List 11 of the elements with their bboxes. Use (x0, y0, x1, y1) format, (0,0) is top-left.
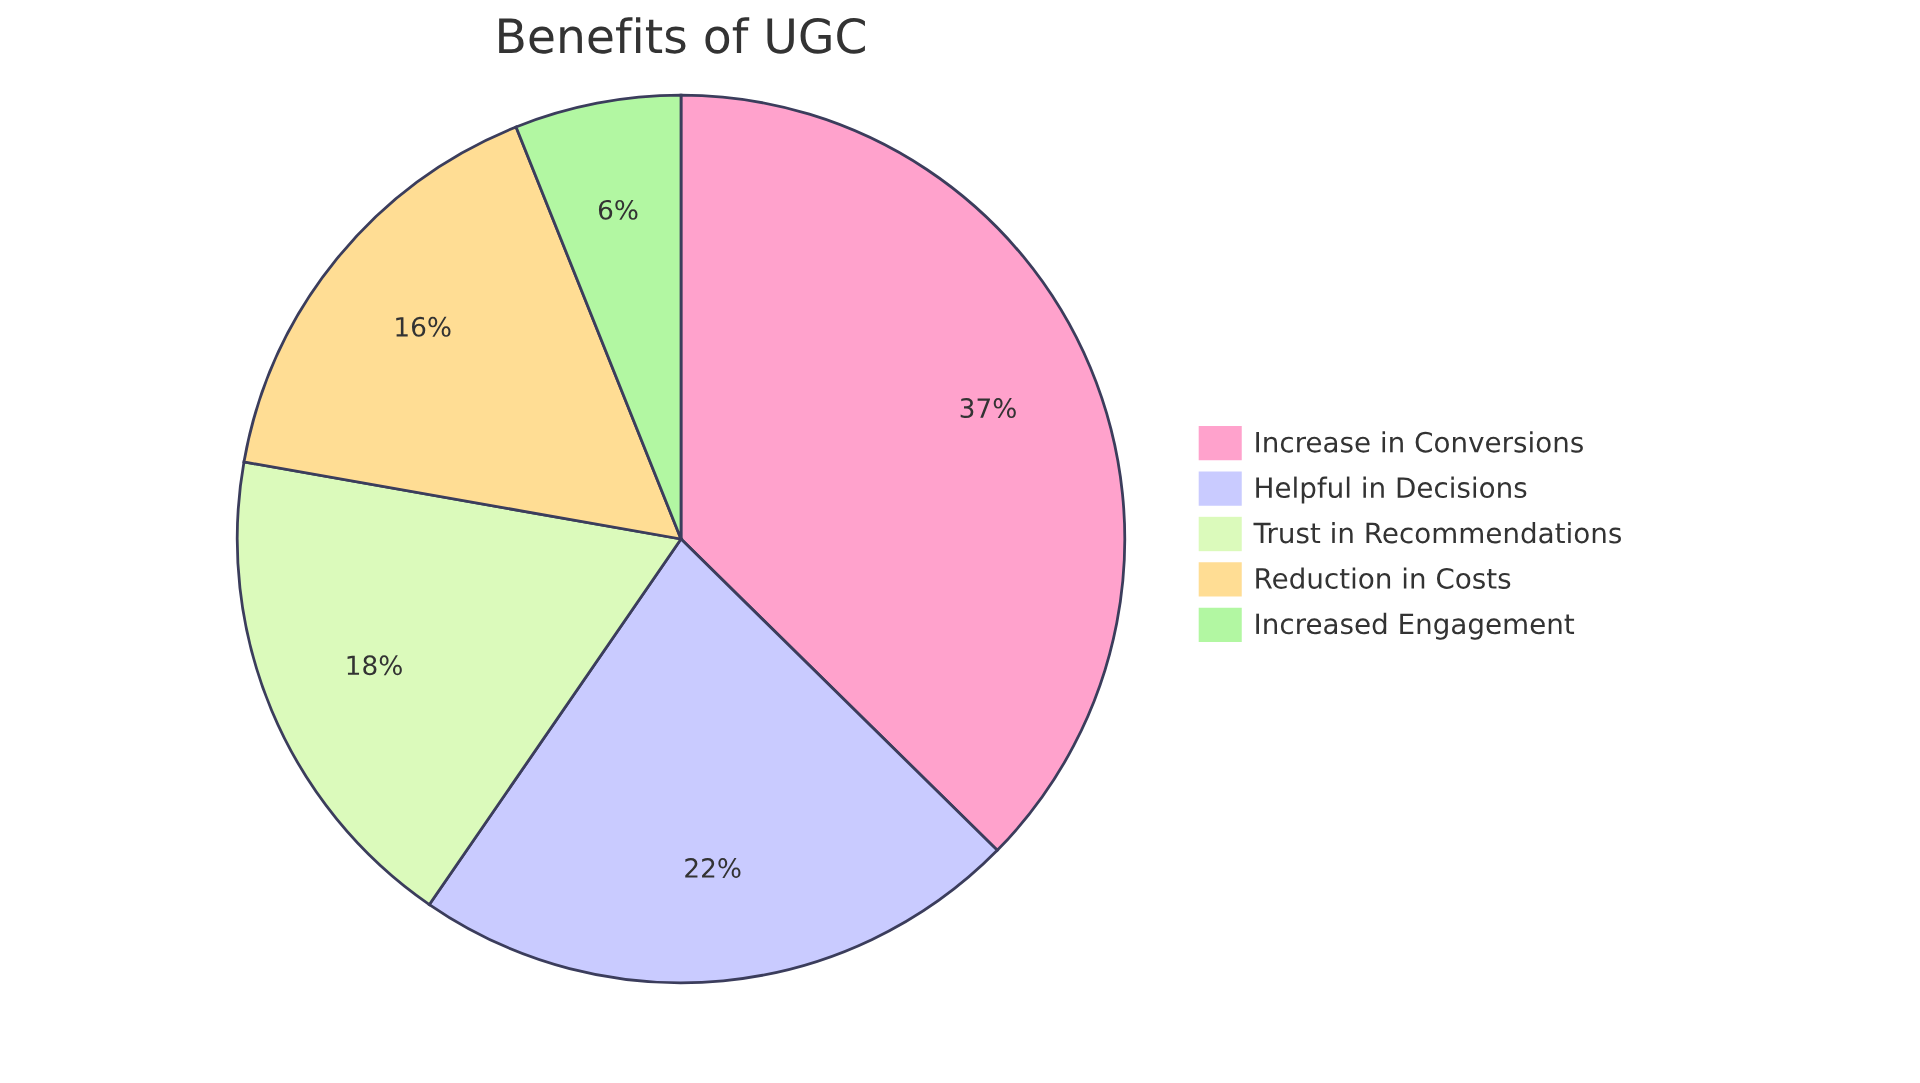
data-label: 22% (685, 858, 741, 878)
legend-label: Trust in Recommendations (1253, 521, 1621, 544)
legend-label: Reduction in Costs (1256, 567, 1511, 589)
legend-label: Increase in Conversions (1256, 431, 1583, 453)
legend-label: Increased Engagement (1256, 612, 1575, 640)
legend-label: Helpful in Decisions (1256, 476, 1527, 504)
data-label: 37% (960, 398, 1016, 419)
data-label: 16% (396, 316, 451, 337)
chart-title: Benefits of UGC (499, 17, 865, 54)
data-label: 6% (598, 199, 638, 220)
data-label: 18% (347, 655, 402, 676)
